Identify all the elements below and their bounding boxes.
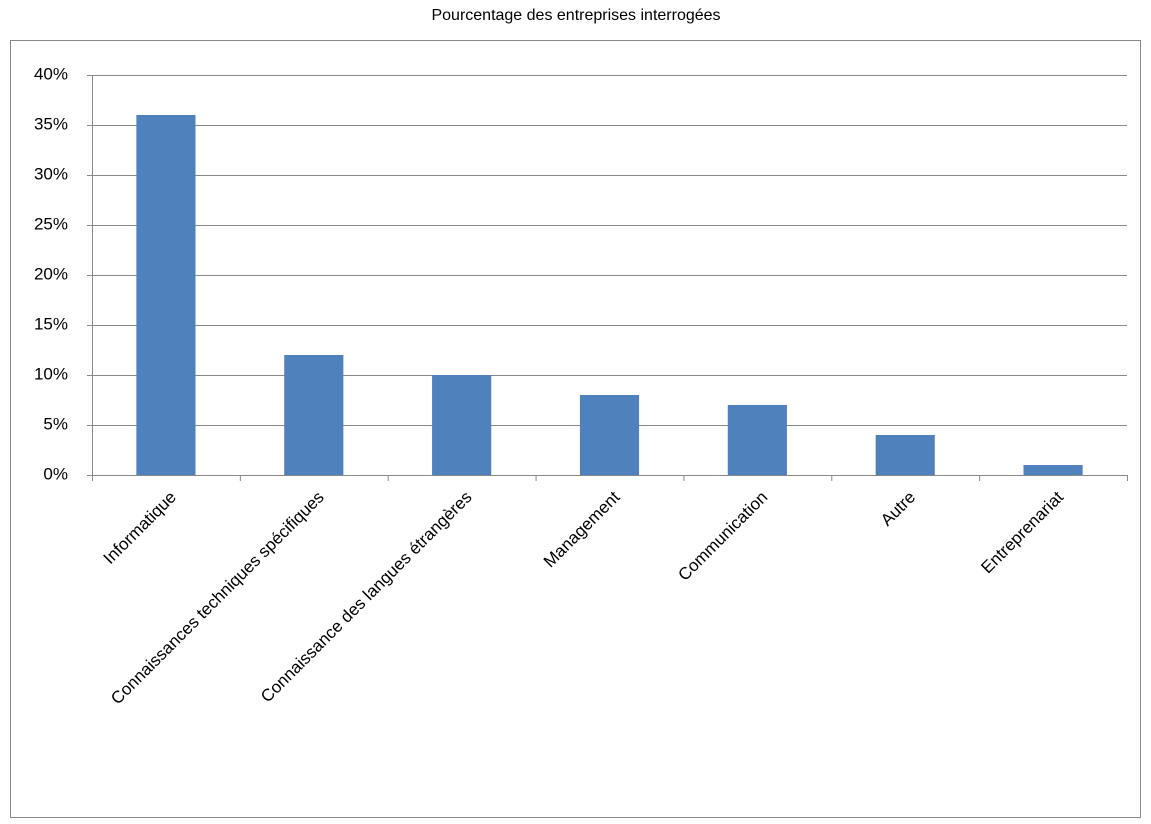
y-tick-label: 20% (34, 264, 68, 283)
bar (1023, 465, 1083, 475)
x-tick-label: Autre (877, 488, 919, 530)
y-tick-label: 5% (43, 414, 68, 433)
y-tick-label: 30% (34, 164, 68, 183)
y-tick-label: 25% (34, 214, 68, 233)
x-tick-label: Management (540, 487, 624, 571)
bar (136, 115, 196, 475)
bar (727, 405, 787, 475)
y-tick-label: 40% (34, 64, 68, 83)
x-tick-label: Informatique (100, 488, 180, 568)
bar (284, 355, 344, 475)
x-tick-label: Communication (674, 488, 771, 585)
bar (432, 375, 492, 475)
bar (875, 435, 935, 475)
y-tick-label: 10% (34, 364, 68, 383)
y-tick-label: 35% (34, 114, 68, 133)
y-tick-label: 15% (34, 314, 68, 333)
chart-title: Pourcentage des entreprises interrogées (431, 7, 720, 24)
x-tick-label: Entreprenariat (977, 487, 1067, 577)
y-tick-label: 0% (43, 464, 68, 483)
chart-frame (10, 40, 1141, 818)
bar (579, 395, 640, 475)
